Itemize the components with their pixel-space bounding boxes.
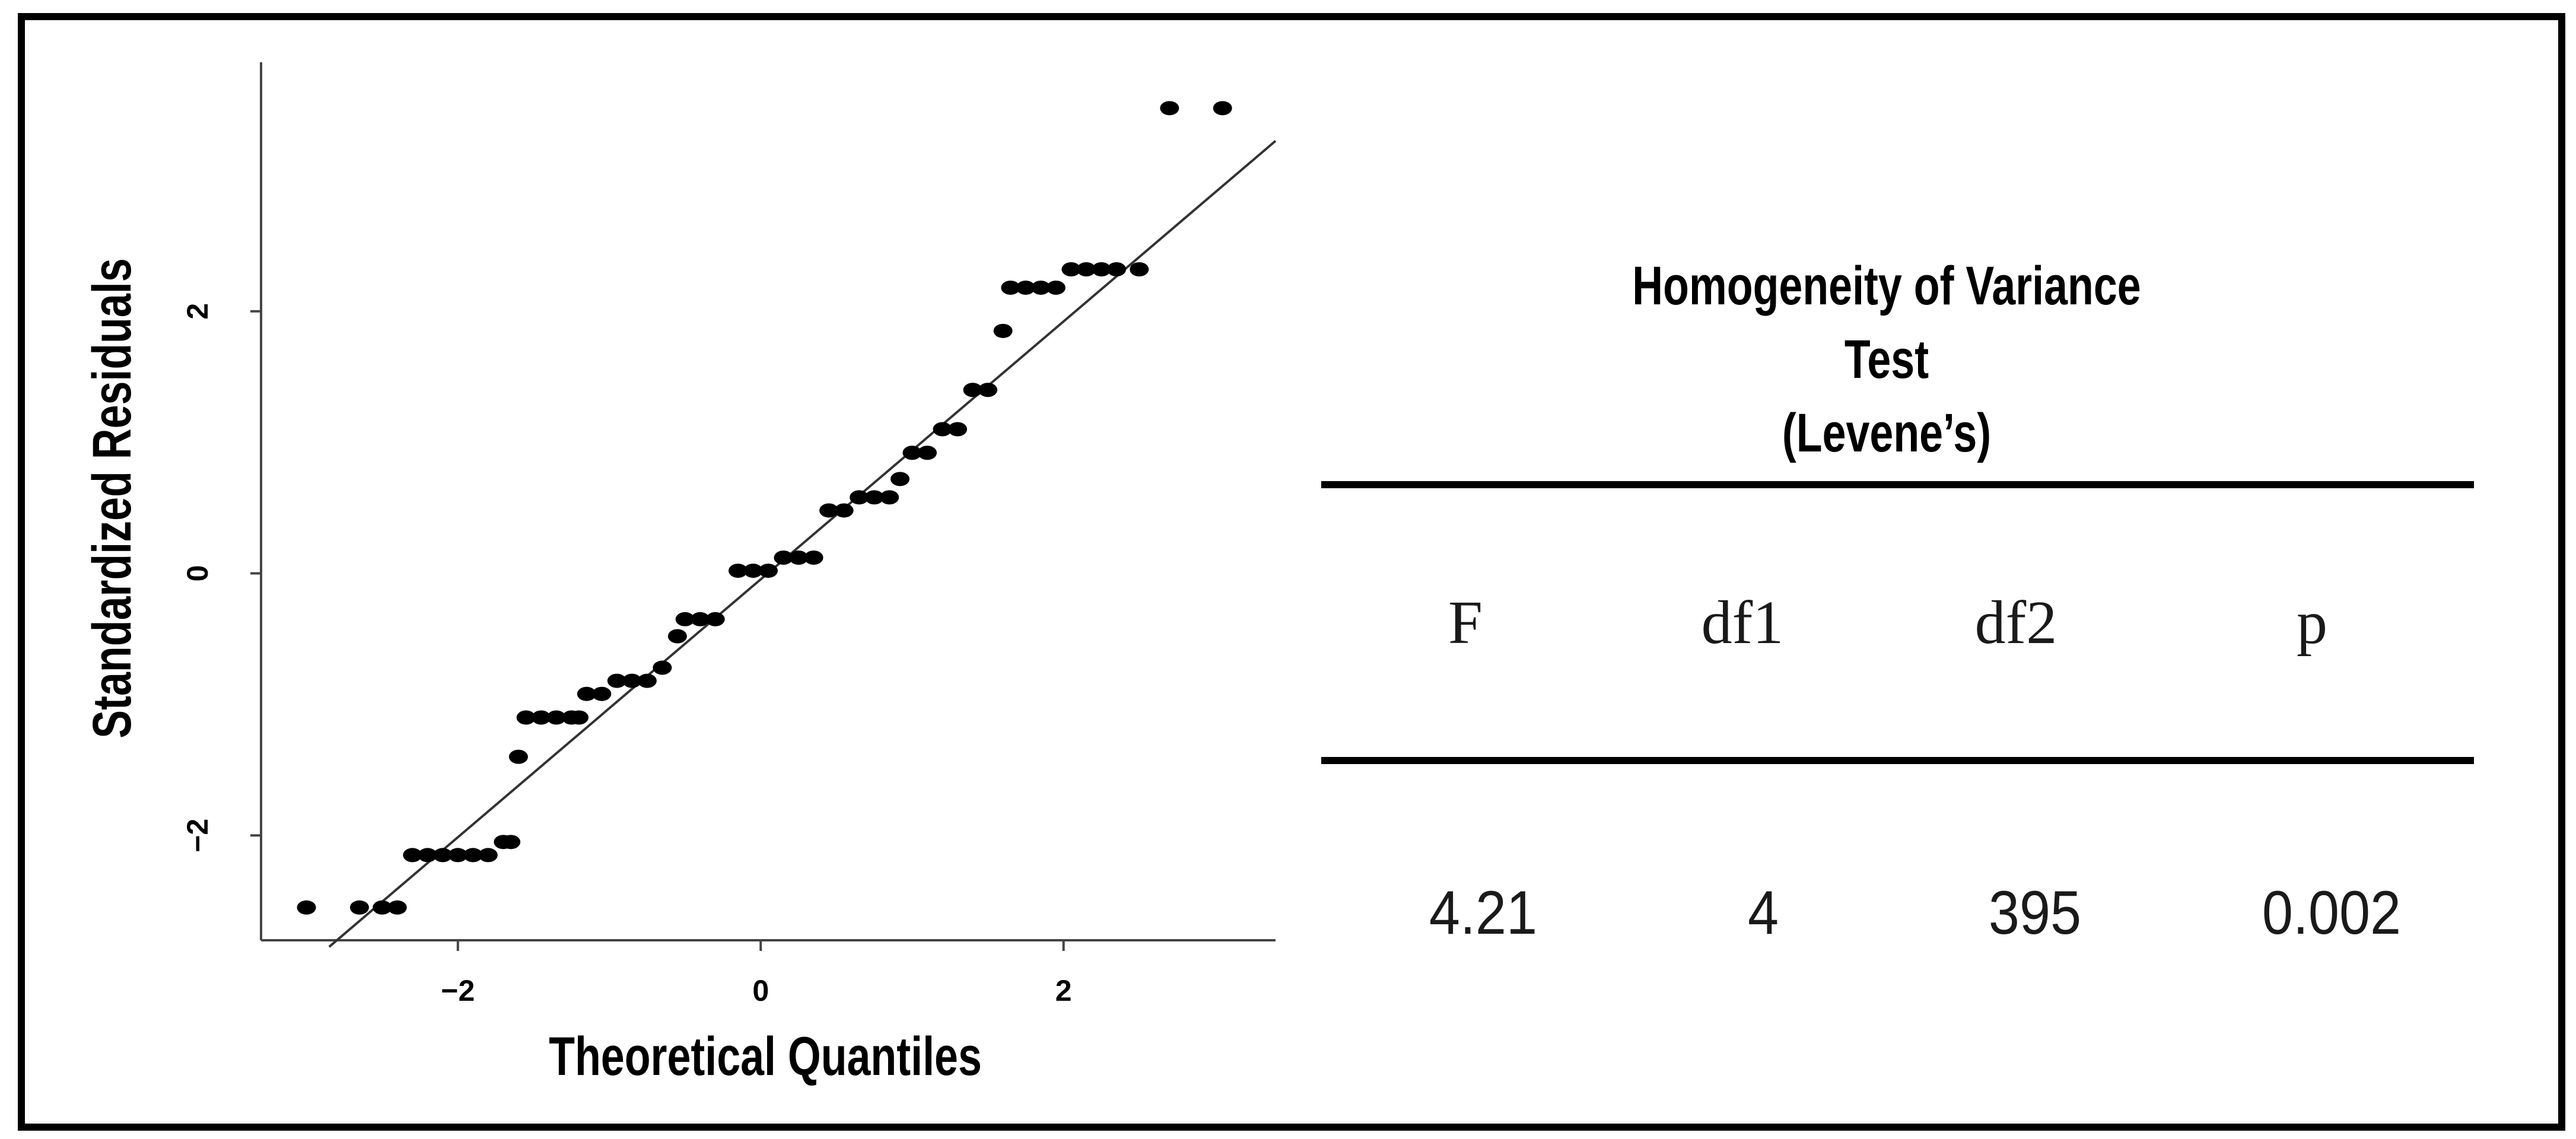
data-point bbox=[1046, 280, 1066, 295]
data-point bbox=[463, 848, 483, 863]
plot-axes bbox=[260, 62, 1276, 941]
data-point bbox=[1061, 262, 1081, 277]
data-point bbox=[774, 550, 793, 565]
data-point bbox=[433, 848, 453, 863]
data-point bbox=[607, 673, 626, 688]
data-point bbox=[880, 490, 899, 505]
data-point bbox=[1001, 280, 1020, 295]
data-point bbox=[819, 503, 839, 518]
y-axis-label: Standardized Residuals bbox=[81, 258, 142, 738]
table-header-rule bbox=[1321, 757, 2474, 764]
table-title: Homogeneity of Variance Test (Levene’s) bbox=[1609, 249, 2164, 470]
data-point bbox=[1130, 262, 1149, 277]
data-point bbox=[516, 710, 536, 725]
data-point bbox=[637, 673, 657, 688]
x-axis-label: Theoretical Quantiles bbox=[549, 1026, 982, 1087]
data-point bbox=[728, 564, 748, 578]
data-point bbox=[963, 383, 982, 397]
data-point bbox=[667, 629, 687, 644]
data-point bbox=[917, 446, 937, 460]
data-point bbox=[834, 503, 854, 518]
data-point bbox=[373, 900, 392, 915]
data-point bbox=[577, 686, 596, 701]
y-tick-label: 0 bbox=[181, 565, 214, 582]
data-point bbox=[759, 564, 778, 578]
data-point bbox=[1092, 262, 1111, 277]
y-tick-label: 2 bbox=[181, 303, 214, 320]
data-point bbox=[691, 612, 710, 626]
data-point bbox=[297, 900, 316, 915]
ticks-group: −2 0 2 −2 0 2 bbox=[181, 303, 1072, 1007]
data-point bbox=[448, 848, 468, 863]
data-point bbox=[387, 900, 407, 915]
table-title-line2: (Levene’s) bbox=[1782, 403, 1992, 463]
data-point bbox=[804, 550, 823, 565]
data-point bbox=[1107, 262, 1127, 277]
data-point bbox=[418, 848, 437, 863]
data-point bbox=[1016, 280, 1035, 295]
data-point bbox=[850, 490, 869, 505]
data-point bbox=[902, 446, 922, 460]
data-point bbox=[1076, 262, 1096, 277]
data-point bbox=[622, 673, 642, 688]
data-point bbox=[546, 710, 566, 725]
header-df1: df1 bbox=[1701, 588, 1784, 657]
data-point bbox=[978, 383, 998, 397]
data-point bbox=[933, 422, 952, 437]
data-point bbox=[1160, 101, 1179, 116]
data-point bbox=[743, 564, 763, 578]
points-group bbox=[297, 101, 1232, 915]
value-df2: 395 bbox=[1988, 879, 2082, 947]
data-point bbox=[789, 550, 809, 565]
data-point bbox=[948, 422, 968, 437]
data-point bbox=[569, 710, 589, 725]
data-point bbox=[891, 472, 910, 486]
y-tick-label: −2 bbox=[181, 819, 214, 852]
value-df1: 4 bbox=[1747, 879, 1779, 947]
data-point bbox=[403, 848, 422, 863]
reference-line-group bbox=[328, 140, 1277, 948]
value-f: 4.21 bbox=[1429, 879, 1538, 947]
table-top-rule bbox=[1321, 481, 2474, 488]
data-point bbox=[349, 900, 369, 915]
data-point bbox=[1213, 101, 1232, 116]
header-p: p bbox=[2297, 588, 2327, 657]
data-point bbox=[532, 710, 551, 725]
data-point bbox=[993, 323, 1013, 338]
header-f: F bbox=[1448, 588, 1483, 657]
data-point bbox=[592, 686, 612, 701]
table-title-line1: Homogeneity of Variance Test bbox=[1632, 256, 2141, 390]
data-point bbox=[1031, 280, 1051, 295]
x-tick-label: 0 bbox=[752, 974, 769, 1007]
figure-frame bbox=[18, 13, 2565, 1131]
x-tick-label: 2 bbox=[1055, 974, 1072, 1007]
value-p: 0.002 bbox=[2262, 879, 2402, 947]
data-point bbox=[508, 749, 528, 764]
data-point bbox=[675, 612, 695, 626]
data-point bbox=[653, 660, 672, 675]
header-df2: df2 bbox=[1974, 588, 2057, 657]
reference-line bbox=[328, 140, 1277, 948]
data-point bbox=[478, 848, 498, 863]
data-point bbox=[501, 835, 521, 850]
data-point bbox=[705, 612, 725, 626]
x-tick-label: −2 bbox=[441, 974, 475, 1007]
data-point bbox=[864, 490, 884, 505]
